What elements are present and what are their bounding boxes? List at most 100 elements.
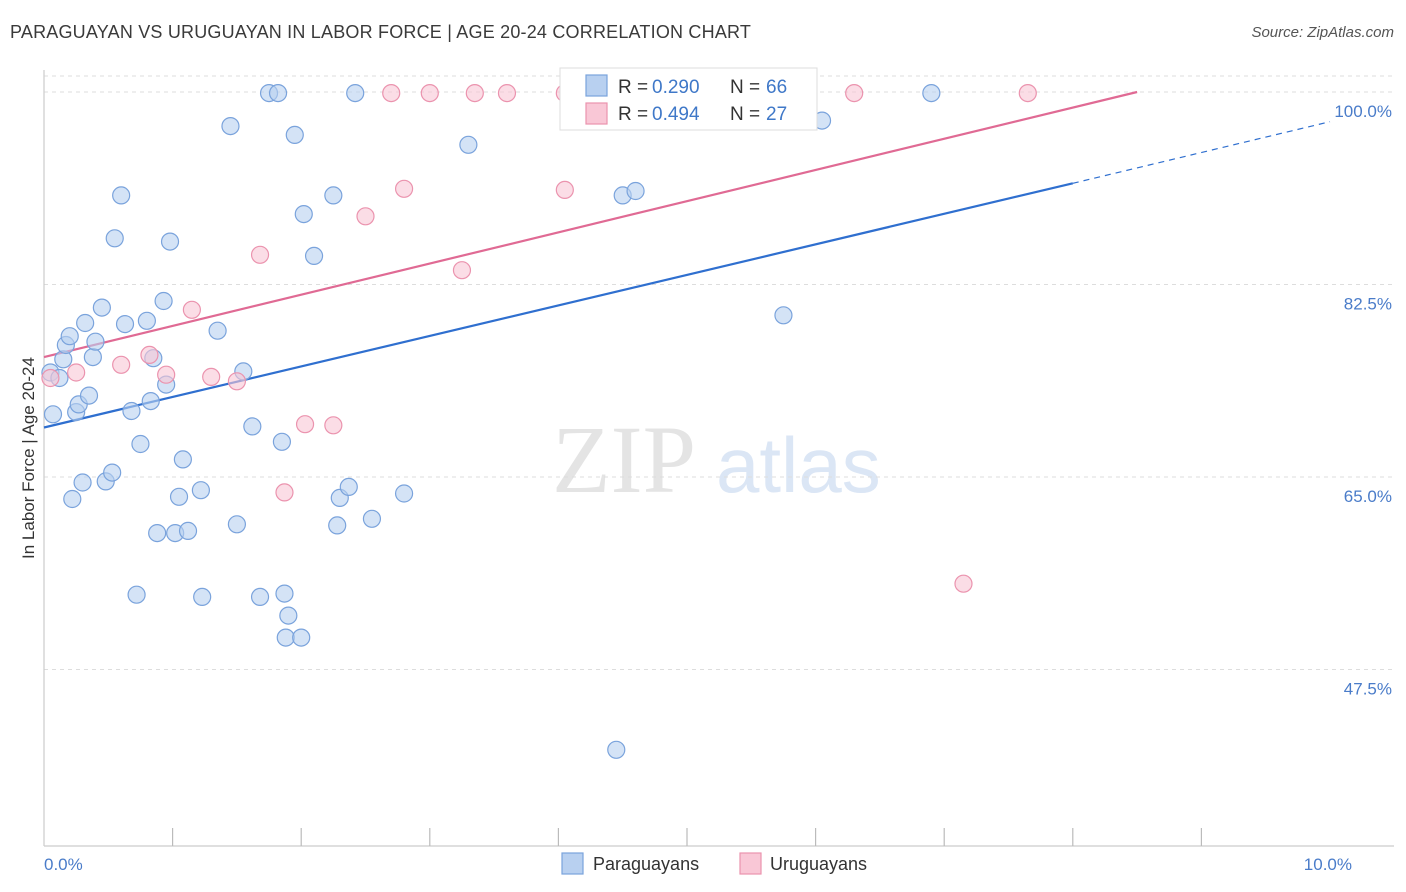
point-paraguayans [60, 327, 79, 346]
y-tick-label: 82.5% [1344, 295, 1392, 314]
point-uruguayans [275, 483, 294, 502]
point-paraguayans [178, 521, 198, 541]
point-paraguayans [279, 606, 298, 625]
point-uruguayans [497, 83, 517, 103]
bottom-legend-paraguayans: Paraguayans [593, 854, 699, 874]
point-paraguayans [459, 135, 478, 154]
point-uruguayans [465, 83, 484, 103]
point-paraguayans [160, 232, 180, 251]
point-paraguayans [285, 125, 304, 144]
point-uruguayans [295, 415, 315, 434]
point-paraguayans [208, 321, 227, 340]
point-paraguayans [268, 83, 288, 103]
point-paraguayans [191, 481, 210, 500]
legend-n-label-2: N = [730, 104, 760, 125]
point-uruguayans [182, 300, 201, 319]
point-paraguayans [122, 401, 141, 421]
legend-n-value-2: 27 [766, 104, 787, 125]
point-paraguayans [294, 205, 313, 224]
point-paraguayans [148, 523, 167, 543]
point-uruguayans [324, 416, 343, 435]
point-uruguayans [1018, 83, 1037, 103]
point-paraguayans [112, 186, 131, 205]
point-uruguayans [555, 180, 574, 199]
point-paraguayans [137, 311, 156, 330]
point-uruguayans [394, 179, 414, 198]
point-paraguayans [362, 509, 382, 528]
point-uruguayans [954, 574, 973, 593]
y-tick-label: 100.0% [1334, 102, 1392, 121]
point-paraguayans [76, 313, 95, 333]
point-paraguayans [275, 584, 294, 603]
point-uruguayans [41, 368, 60, 388]
point-paraguayans [339, 477, 358, 496]
point-uruguayans [202, 367, 221, 386]
point-uruguayans [356, 207, 375, 226]
point-paraguayans [154, 291, 173, 311]
point-paraguayans [105, 229, 124, 248]
point-paraguayans [272, 432, 292, 451]
point-uruguayans [227, 372, 246, 391]
points-layer [41, 83, 1037, 759]
point-paraguayans [324, 186, 343, 205]
point-paraguayans [774, 306, 793, 325]
stats-legend: R = 0.290 N = 66 R = 0.494 N = 27 [559, 67, 818, 131]
point-paraguayans [173, 450, 192, 469]
trend-line-uruguayans [43, 90, 1138, 359]
x-tick-label: 10.0% [1304, 855, 1352, 874]
trend-extension-paraguayans [1072, 121, 1331, 184]
point-paraguayans [922, 83, 941, 103]
point-paraguayans [79, 386, 99, 405]
legend-r-label-2: R = [618, 104, 648, 125]
point-paraguayans [221, 116, 240, 136]
y-tick-label: 65.0% [1344, 487, 1392, 506]
y-axis-title: In Labor Force | Age 20-24 [19, 357, 38, 559]
trend-layer [43, 90, 1331, 429]
y-tick-label: 47.5% [1344, 680, 1392, 699]
point-paraguayans [103, 463, 122, 482]
point-uruguayans [845, 83, 864, 103]
point-paraguayans [394, 484, 414, 503]
point-uruguayans [157, 365, 176, 384]
point-paraguayans [346, 83, 365, 103]
point-paraguayans [127, 585, 146, 604]
point-uruguayans [452, 261, 472, 280]
bottom-legend-swatch-paraguayans [561, 852, 584, 875]
point-paraguayans [292, 628, 311, 647]
legend-n-value-1: 66 [766, 77, 787, 98]
point-paraguayans [131, 434, 150, 454]
watermark-atlas: atlas [716, 421, 881, 509]
axis-layer: 47.5% 65.0% 82.5% 100.0% 0.0% 10.0% [43, 70, 1394, 874]
bottom-legend-swatch-uruguayans [739, 852, 762, 875]
point-uruguayans [140, 345, 159, 364]
point-paraguayans [304, 246, 324, 265]
trend-line-paraguayans [43, 182, 1074, 429]
point-uruguayans [112, 355, 131, 374]
point-paraguayans [115, 315, 135, 334]
legend-swatch-uruguayans [585, 102, 608, 125]
point-paraguayans [227, 515, 246, 534]
point-paraguayans [73, 473, 92, 492]
point-uruguayans [420, 83, 439, 103]
point-paraguayans [250, 587, 270, 607]
point-uruguayans [250, 245, 270, 264]
legend-n-label-1: N = [730, 77, 760, 98]
point-paraguayans [328, 516, 347, 535]
legend-r-value-2: 0.494 [652, 104, 700, 125]
legend-r-label-1: R = [618, 77, 648, 98]
point-paraguayans [43, 405, 63, 424]
legend-swatch-paraguayans [585, 74, 608, 97]
point-paraguayans [243, 417, 262, 436]
point-paraguayans [141, 392, 160, 411]
x-tick-label: 0.0% [44, 855, 83, 874]
source-credit: Source: ZipAtlas.com [1251, 24, 1394, 41]
legend-r-value-1: 0.290 [652, 77, 700, 98]
point-paraguayans [607, 740, 626, 759]
point-paraguayans [276, 628, 295, 647]
point-paraguayans [169, 487, 189, 506]
point-paraguayans [626, 181, 645, 201]
point-paraguayans [193, 587, 212, 607]
point-uruguayans [67, 363, 86, 382]
chart-title: PARAGUAYAN VS URUGUAYAN IN LABOR FORCE |… [10, 22, 752, 42]
